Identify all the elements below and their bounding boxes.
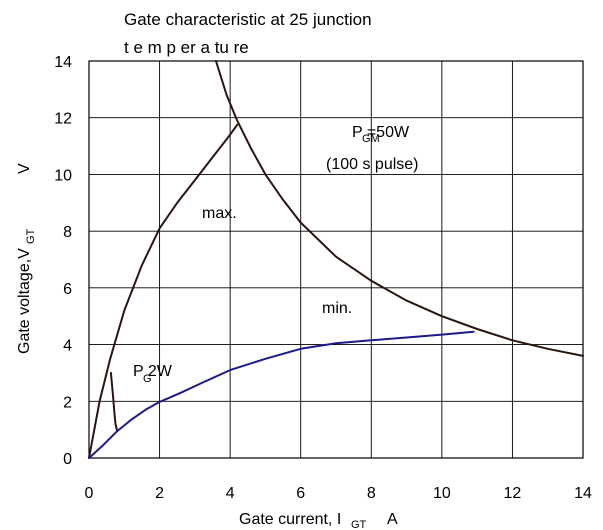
series-line-pg_curve xyxy=(109,371,119,433)
y-tick-label: 4 xyxy=(63,338,72,355)
y-tick-label: 8 xyxy=(63,224,72,241)
x-axis-label: Gate current, I GT A xyxy=(239,511,398,530)
y-tick-label: 6 xyxy=(63,281,72,298)
pg-annotation: P 2W G xyxy=(133,363,173,385)
grid-lines xyxy=(89,61,583,458)
pg-label: P 2W xyxy=(133,363,173,380)
x-tick-label: 2 xyxy=(155,485,164,502)
x-axis-label-main: Gate current, I xyxy=(239,511,341,528)
pulse-label: (100 s pulse) xyxy=(326,156,419,173)
y-axis-label-subscript: GT xyxy=(25,228,37,244)
x-tick-label: 4 xyxy=(226,485,235,502)
x-axis-label-subscript: GT xyxy=(351,519,367,530)
min-label: min. xyxy=(322,300,352,317)
pg-label-subscript: G xyxy=(143,373,152,385)
x-tick-label: 12 xyxy=(504,485,522,502)
x-axis-label-unit: A xyxy=(387,511,398,528)
pgm-label-subscript: GM xyxy=(362,133,380,145)
y-tick-label: 12 xyxy=(54,111,72,128)
series-group xyxy=(88,60,584,459)
pgm-label: P =50W xyxy=(352,124,410,141)
chart-title-line1: Gate characteristic at 25 junction xyxy=(124,10,372,29)
x-tick-label: 6 xyxy=(296,485,305,502)
series-line-pgm_hyperbola xyxy=(215,60,584,357)
x-tick-label: 8 xyxy=(367,485,376,502)
chart-title-line2: t e m p er a tu re xyxy=(124,38,249,57)
max-label: max. xyxy=(202,205,237,222)
series-line-max xyxy=(88,123,239,459)
x-tick-label: 14 xyxy=(574,485,592,502)
axis-ticks: 0 2 4 6 8 10 12 14 0 2 4 6 8 10 12 14 xyxy=(54,54,592,502)
series-line-min xyxy=(88,330,475,459)
y-axis-label: Gate voltage,V GT V xyxy=(16,163,37,354)
y-tick-label: 10 xyxy=(54,167,72,184)
x-tick-label: 0 xyxy=(85,485,94,502)
x-tick-label: 10 xyxy=(433,485,451,502)
y-tick-label: 2 xyxy=(63,394,72,411)
y-tick-label: 0 xyxy=(63,451,72,468)
pgm-annotation: P =50W GM xyxy=(352,124,410,145)
y-tick-label: 14 xyxy=(54,54,72,71)
y-axis-label-main: Gate voltage,V xyxy=(16,248,33,354)
y-axis-label-unit: V xyxy=(16,163,33,174)
plot-area-frame xyxy=(88,60,584,459)
